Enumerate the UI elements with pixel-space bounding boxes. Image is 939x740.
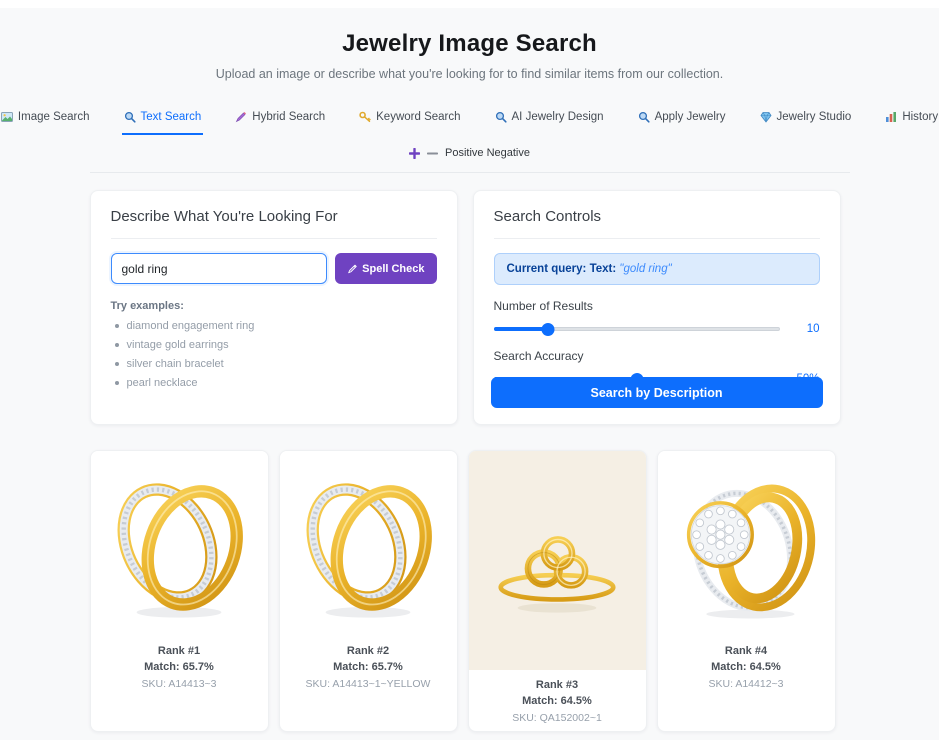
tab-bar: Image Search Text Search Hybrid Search K… bbox=[0, 107, 938, 135]
spell-check-button[interactable]: Spell Check bbox=[335, 253, 437, 284]
tab-history[interactable]: History bbox=[883, 107, 939, 135]
result-image bbox=[279, 451, 457, 636]
panel-divider bbox=[110, 238, 437, 239]
tab-label: Apply Jewelry bbox=[654, 111, 726, 123]
key-icon bbox=[359, 111, 371, 123]
number-of-results-slider[interactable] bbox=[493, 323, 780, 336]
example-item: vintage gold earrings bbox=[111, 339, 437, 351]
result-sku: SKU: A14413~1~YELLOW bbox=[305, 678, 431, 690]
result-sku: SKU: A14413~3 bbox=[141, 678, 217, 690]
crossover-ring-image bbox=[306, 483, 432, 618]
knot-ring-image bbox=[498, 535, 616, 613]
panel-divider bbox=[493, 238, 820, 239]
header-divider bbox=[89, 172, 850, 173]
gem-icon bbox=[760, 112, 772, 123]
results-slider-value: 10 bbox=[806, 323, 820, 335]
examples-list: diamond engagement ring vintage gold ear… bbox=[111, 320, 437, 389]
slider-thumb[interactable] bbox=[541, 323, 555, 336]
minus-icon bbox=[427, 151, 438, 155]
page-title: Jewelry Image Search bbox=[342, 30, 597, 57]
positive-negative-legend: Positive Negative bbox=[90, 147, 850, 159]
result-sku: SKU: QA152002~1 bbox=[512, 712, 602, 724]
result-card[interactable]: Rank #2 Match: 65.7% SKU: A14413~1~YELLO… bbox=[278, 450, 458, 732]
tab-label: History bbox=[902, 111, 939, 123]
magnifier-icon bbox=[495, 111, 507, 123]
tab-jewelry-studio[interactable]: Jewelry Studio bbox=[758, 107, 854, 135]
magnifier-icon bbox=[638, 111, 650, 123]
spell-check-label: Spell Check bbox=[362, 262, 425, 275]
tab-label: Image Search bbox=[17, 111, 90, 123]
search-by-description-button[interactable]: Search by Description bbox=[490, 377, 823, 408]
legend-label: Positive Negative bbox=[445, 147, 530, 159]
result-rank: Rank #1 bbox=[157, 645, 201, 657]
image-icon bbox=[0, 112, 13, 122]
pen-icon bbox=[235, 112, 247, 123]
tab-ai-jewelry-design[interactable]: AI Jewelry Design bbox=[493, 107, 606, 135]
tab-apply-jewelry[interactable]: Apply Jewelry bbox=[636, 107, 728, 135]
slider-fill bbox=[493, 327, 548, 331]
page-background: Jewelry Image Search Upload an image or … bbox=[0, 8, 939, 740]
result-match: Match: 65.7% bbox=[333, 661, 403, 673]
result-match: Match: 64.5% bbox=[522, 695, 592, 707]
result-rank: Rank #4 bbox=[724, 645, 768, 657]
example-item: diamond engagement ring bbox=[111, 320, 437, 332]
result-card[interactable]: Rank #3 Match: 64.5% SKU: QA152002~1 bbox=[467, 450, 647, 732]
tab-label: Text Search bbox=[140, 111, 202, 123]
example-item: pearl necklace bbox=[111, 377, 437, 389]
plus-icon bbox=[409, 147, 420, 159]
result-match: Match: 65.7% bbox=[144, 661, 214, 673]
tab-label: AI Jewelry Design bbox=[511, 111, 604, 123]
tab-image-search[interactable]: Image Search bbox=[0, 107, 92, 135]
tab-text-search[interactable]: Text Search bbox=[121, 107, 204, 135]
result-card[interactable]: Rank #4 Match: 64.5% SKU: A14412~3 bbox=[656, 450, 836, 732]
result-image bbox=[90, 451, 268, 636]
chart-icon bbox=[886, 112, 897, 122]
tab-hybrid-search[interactable]: Hybrid Search bbox=[233, 107, 327, 135]
query-input[interactable] bbox=[110, 253, 328, 284]
halo-ring-image bbox=[686, 484, 816, 619]
controls-panel-heading: Search Controls bbox=[493, 208, 602, 225]
tab-label: Keyword Search bbox=[376, 111, 461, 123]
results-slider-label: Number of Results bbox=[493, 299, 593, 313]
tab-keyword-search[interactable]: Keyword Search bbox=[357, 107, 462, 135]
results-grid: Rank #1 Match: 65.7% SKU: A14413~3 bbox=[89, 450, 850, 732]
current-query-type: Text: bbox=[589, 263, 617, 275]
page-header: Jewelry Image Search Upload an image or … bbox=[90, 8, 850, 81]
result-sku: SKU: A14412~3 bbox=[708, 678, 784, 690]
current-query-value: "gold ring" bbox=[619, 263, 672, 275]
result-image bbox=[657, 451, 835, 636]
result-rank: Rank #3 bbox=[535, 679, 579, 691]
result-rank: Rank #2 bbox=[346, 645, 390, 657]
current-query-label: Current query: bbox=[506, 263, 587, 275]
result-match: Match: 64.5% bbox=[711, 661, 781, 673]
page-subtitle: Upload an image or describe what you're … bbox=[215, 67, 724, 81]
magnifier-icon bbox=[124, 111, 136, 123]
example-item: silver chain bracelet bbox=[111, 358, 437, 370]
result-card[interactable]: Rank #1 Match: 65.7% SKU: A14413~3 bbox=[89, 450, 269, 732]
result-image bbox=[468, 451, 646, 670]
current-query-box: Current query: Text: "gold ring" bbox=[493, 253, 820, 285]
query-panel-heading: Describe What You're Looking For bbox=[110, 208, 338, 225]
pen-icon bbox=[348, 264, 357, 273]
accuracy-slider-label: Search Accuracy bbox=[493, 349, 584, 363]
crossover-ring-image bbox=[117, 483, 243, 618]
tab-label: Jewelry Studio bbox=[776, 111, 852, 123]
search-controls-panel: Search Controls Current query: Text: "go… bbox=[472, 190, 841, 425]
query-panel: Describe What You're Looking For Spell C… bbox=[89, 190, 458, 425]
examples-heading: Try examples: bbox=[110, 300, 184, 312]
tab-label: Hybrid Search bbox=[252, 111, 326, 123]
